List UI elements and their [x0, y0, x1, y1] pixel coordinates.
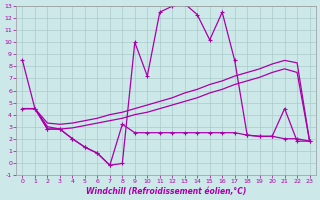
X-axis label: Windchill (Refroidissement éolien,°C): Windchill (Refroidissement éolien,°C): [86, 187, 246, 196]
